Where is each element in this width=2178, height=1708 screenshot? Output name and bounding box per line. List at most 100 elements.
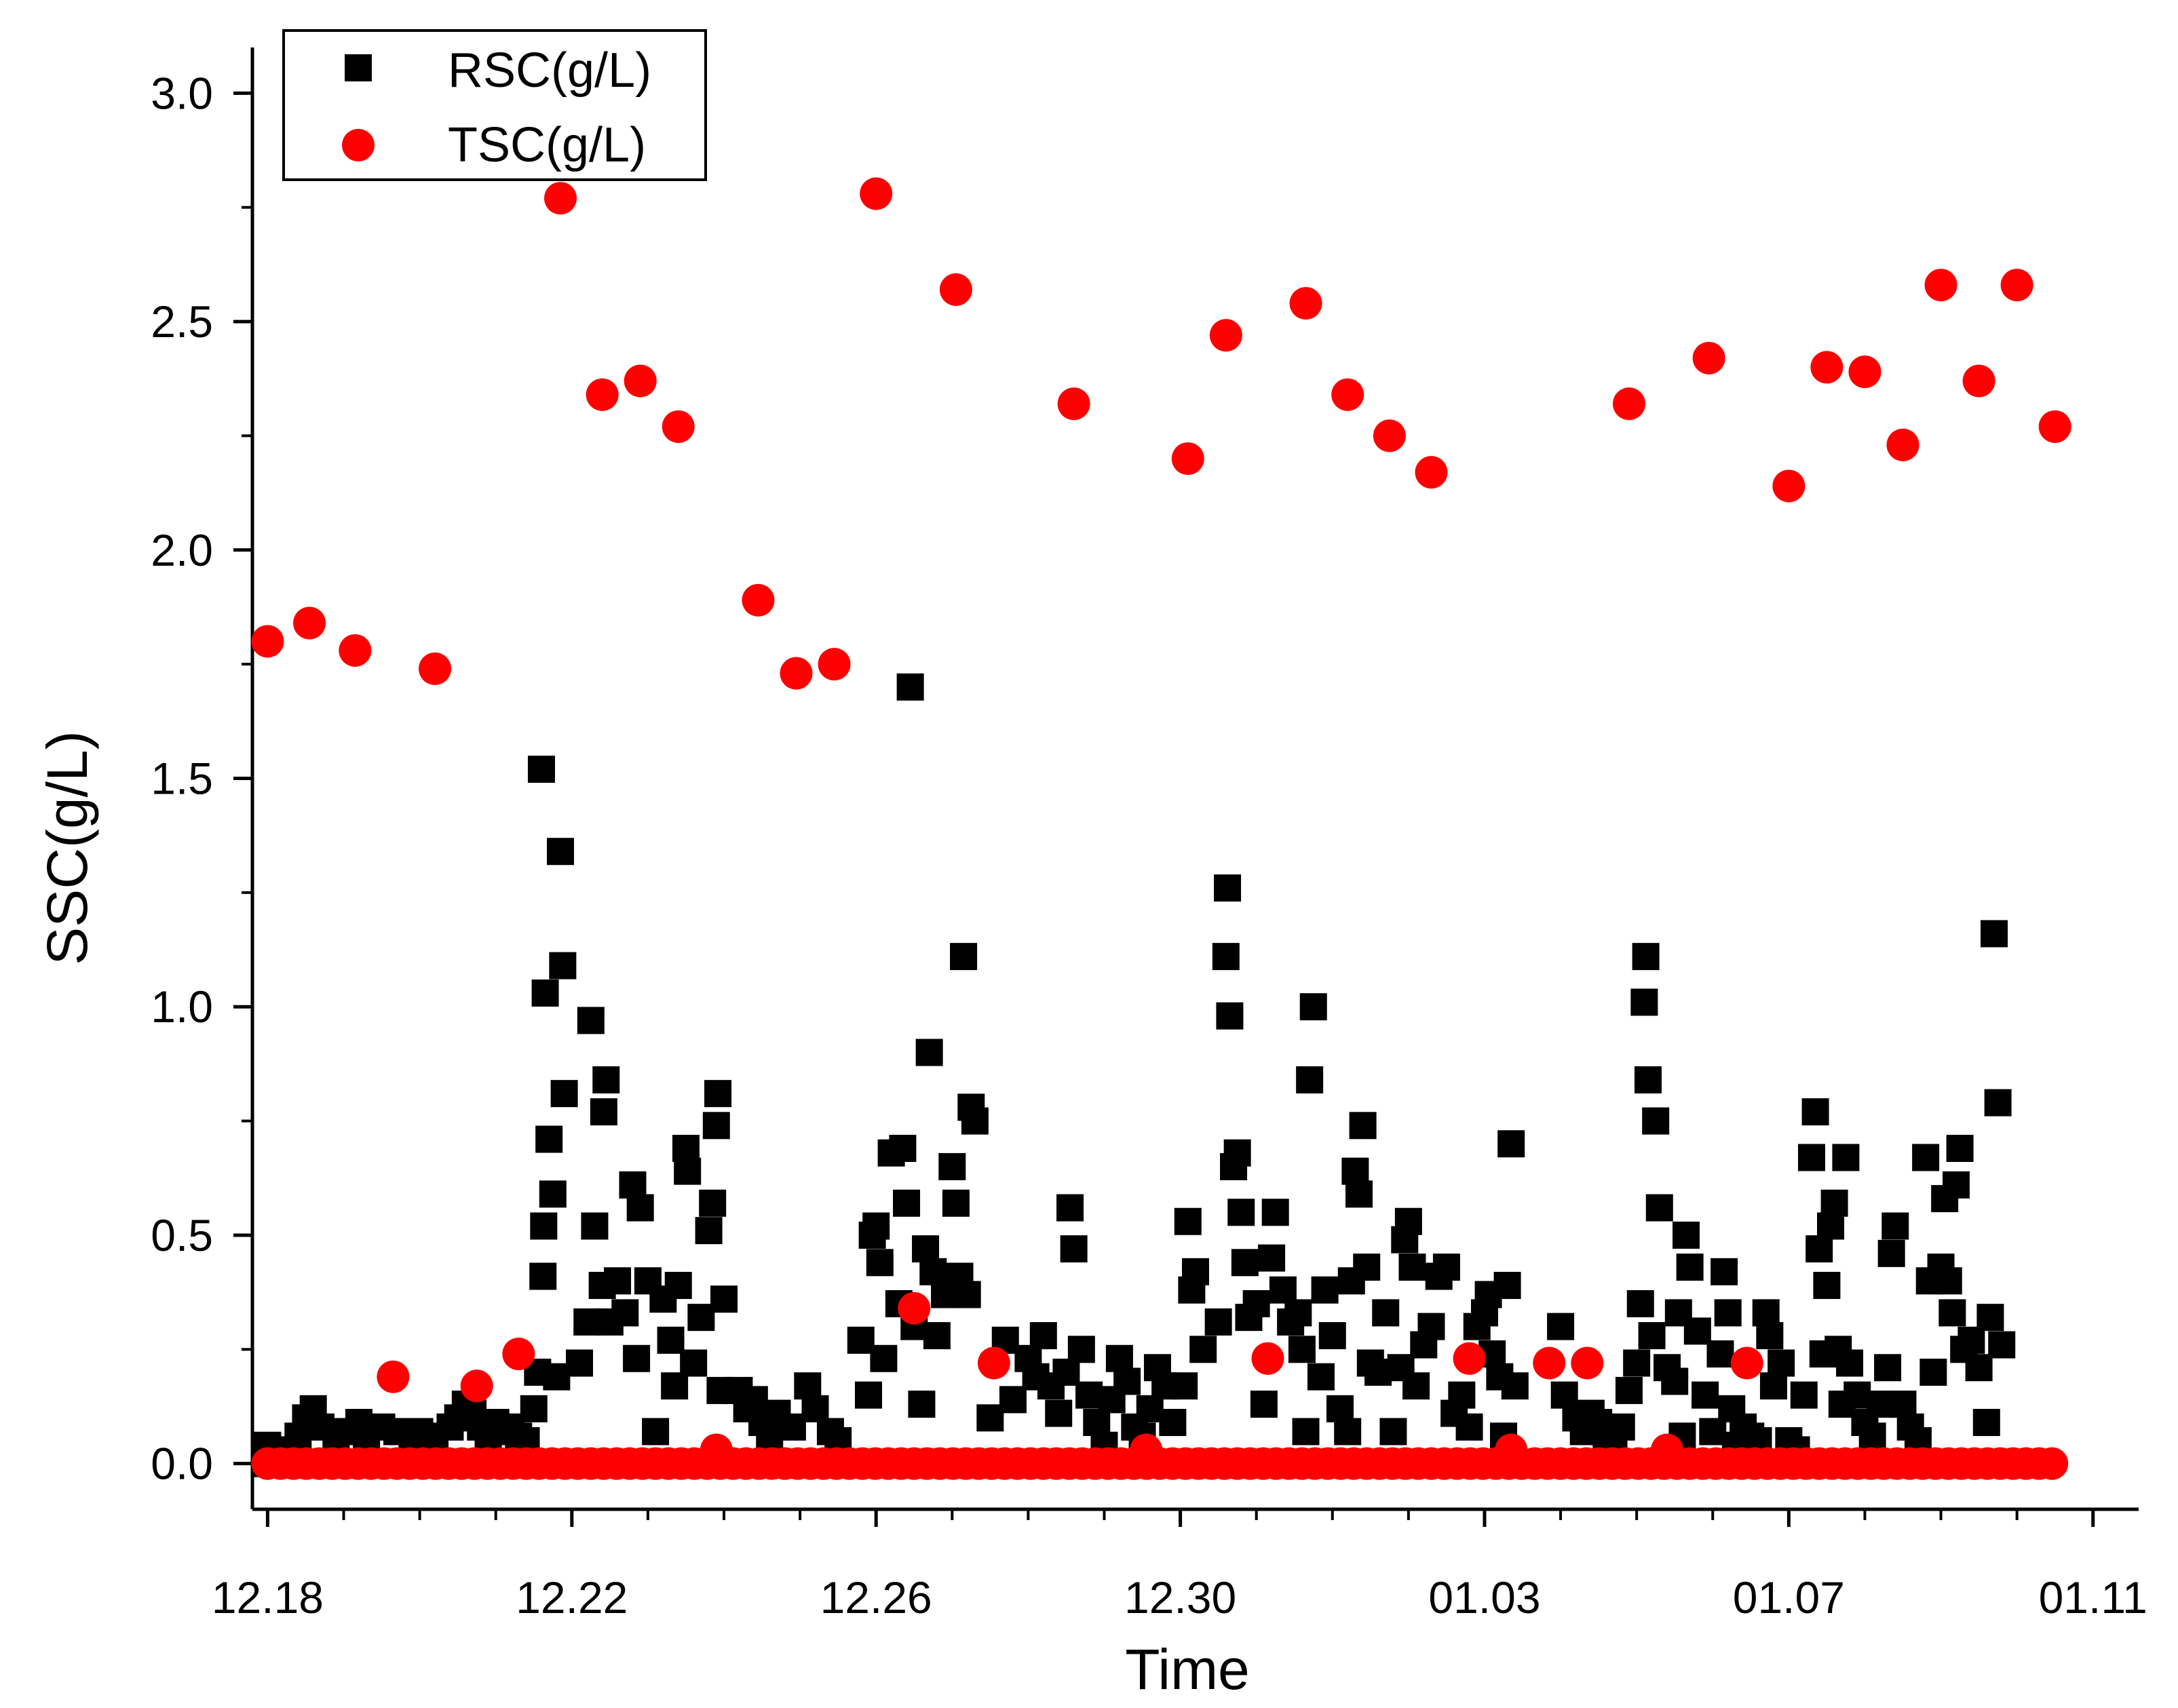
x-tick-label: 12.30 [1124, 1572, 1236, 1623]
rsc-point [1372, 1299, 1400, 1327]
rsc-point [1345, 1180, 1373, 1208]
rsc-point [530, 1212, 558, 1240]
rsc-point [870, 1344, 898, 1372]
rsc-point [590, 1098, 617, 1126]
rsc-point [1216, 1002, 1244, 1030]
rsc-point [854, 1381, 882, 1409]
rsc-point [710, 1285, 738, 1313]
series-tsc [251, 177, 2071, 1480]
rsc-point [539, 1180, 567, 1208]
tsc-point [977, 1346, 1010, 1380]
rsc-point [1353, 1254, 1381, 1281]
tsc-point [339, 634, 372, 667]
rsc-point [1402, 1372, 1430, 1400]
rsc-point [1912, 1144, 1940, 1171]
rsc-point [1632, 943, 1660, 971]
rsc-point [1455, 1413, 1483, 1441]
rsc-point [704, 1080, 732, 1108]
rsc-point [1881, 1212, 1909, 1240]
y-tick-label: 1.0 [151, 982, 213, 1032]
rsc-point [1938, 1299, 1966, 1327]
rsc-point [626, 1194, 654, 1222]
x-tick-label: 01.07 [1733, 1572, 1845, 1623]
rsc-point [1706, 1340, 1734, 1368]
rsc-point [573, 1308, 601, 1336]
tsc-point [377, 1360, 410, 1393]
y-axis: 0.0 0.5 1.0 1.5 2.0 2.5 3.0 [151, 68, 252, 1489]
tsc-point [1886, 428, 1919, 461]
tsc-point [1057, 387, 1090, 421]
rsc-point [1250, 1391, 1278, 1418]
rsc-point [1299, 993, 1327, 1021]
tsc-point [1289, 287, 1322, 320]
rsc-point [1790, 1381, 1818, 1409]
rsc-point [1934, 1267, 1962, 1295]
rsc-point [546, 838, 574, 866]
y-tick-label: 2.0 [151, 525, 213, 575]
tsc-point [662, 410, 695, 443]
tsc-point [1730, 1346, 1763, 1380]
rsc-point [1630, 988, 1658, 1016]
rsc-point [1214, 874, 1242, 902]
rsc-point [778, 1413, 806, 1441]
rsc-point [1756, 1322, 1784, 1350]
rsc-point [1284, 1299, 1312, 1327]
rsc-point [1623, 1349, 1651, 1377]
rsc-point [1159, 1409, 1187, 1437]
tsc-point [1571, 1346, 1604, 1380]
rsc-point [1797, 1144, 1825, 1171]
rsc-point [1832, 1144, 1860, 1171]
rsc-point [1874, 1354, 1902, 1382]
rsc-point [919, 1258, 947, 1285]
rsc-point [611, 1299, 639, 1327]
rsc-point [1029, 1322, 1057, 1350]
rsc-point [1981, 920, 2008, 948]
rsc-point [756, 1422, 784, 1450]
rsc-point [1813, 1272, 1841, 1300]
y-tick-label: 2.5 [151, 296, 213, 347]
rsc-point [1170, 1372, 1198, 1400]
rsc-point [657, 1326, 685, 1354]
tsc-point [1612, 387, 1645, 421]
rsc-point [1364, 1358, 1392, 1386]
tsc-point [2038, 410, 2071, 443]
tsc-point [742, 583, 775, 617]
x-tick-label: 12.26 [820, 1572, 932, 1623]
rsc-point [1965, 1354, 1993, 1382]
rsc-point [1801, 1098, 1829, 1126]
rsc-point [1699, 1418, 1727, 1445]
rsc-point [535, 1125, 563, 1153]
rsc-point [1334, 1418, 1362, 1445]
rsc-point [687, 1304, 715, 1332]
rsc-point [680, 1349, 708, 1377]
rsc-point [1417, 1313, 1445, 1340]
rsc-point [604, 1267, 632, 1295]
rsc-point [664, 1272, 692, 1300]
tsc-point [1848, 355, 1881, 389]
tsc-point [586, 378, 619, 411]
rsc-point [520, 1395, 548, 1422]
y-tick-label: 0.5 [151, 1210, 213, 1260]
legend-rsc-marker [345, 54, 372, 81]
tsc-point [624, 364, 657, 397]
rsc-point [549, 952, 577, 979]
rsc-point [1242, 1289, 1270, 1317]
rsc-point [740, 1386, 768, 1414]
rsc-point [1626, 1289, 1654, 1317]
x-tick-label: 01.03 [1428, 1572, 1540, 1623]
tsc-point [1810, 351, 1843, 384]
rsc-point [847, 1326, 875, 1354]
rsc-point [529, 1262, 557, 1290]
rsc-point [1056, 1194, 1084, 1222]
rsc-point [1261, 1199, 1289, 1226]
tsc-point [1533, 1346, 1566, 1380]
rsc-point [893, 1189, 921, 1217]
rsc-point [1711, 1258, 1738, 1285]
rsc-point [1448, 1381, 1476, 1409]
rsc-point [1318, 1322, 1346, 1350]
rsc-point [1550, 1381, 1578, 1409]
rsc-point [1083, 1409, 1111, 1437]
rsc-point [1349, 1112, 1377, 1140]
tsc-point [860, 177, 893, 210]
rsc-point [889, 1134, 917, 1162]
